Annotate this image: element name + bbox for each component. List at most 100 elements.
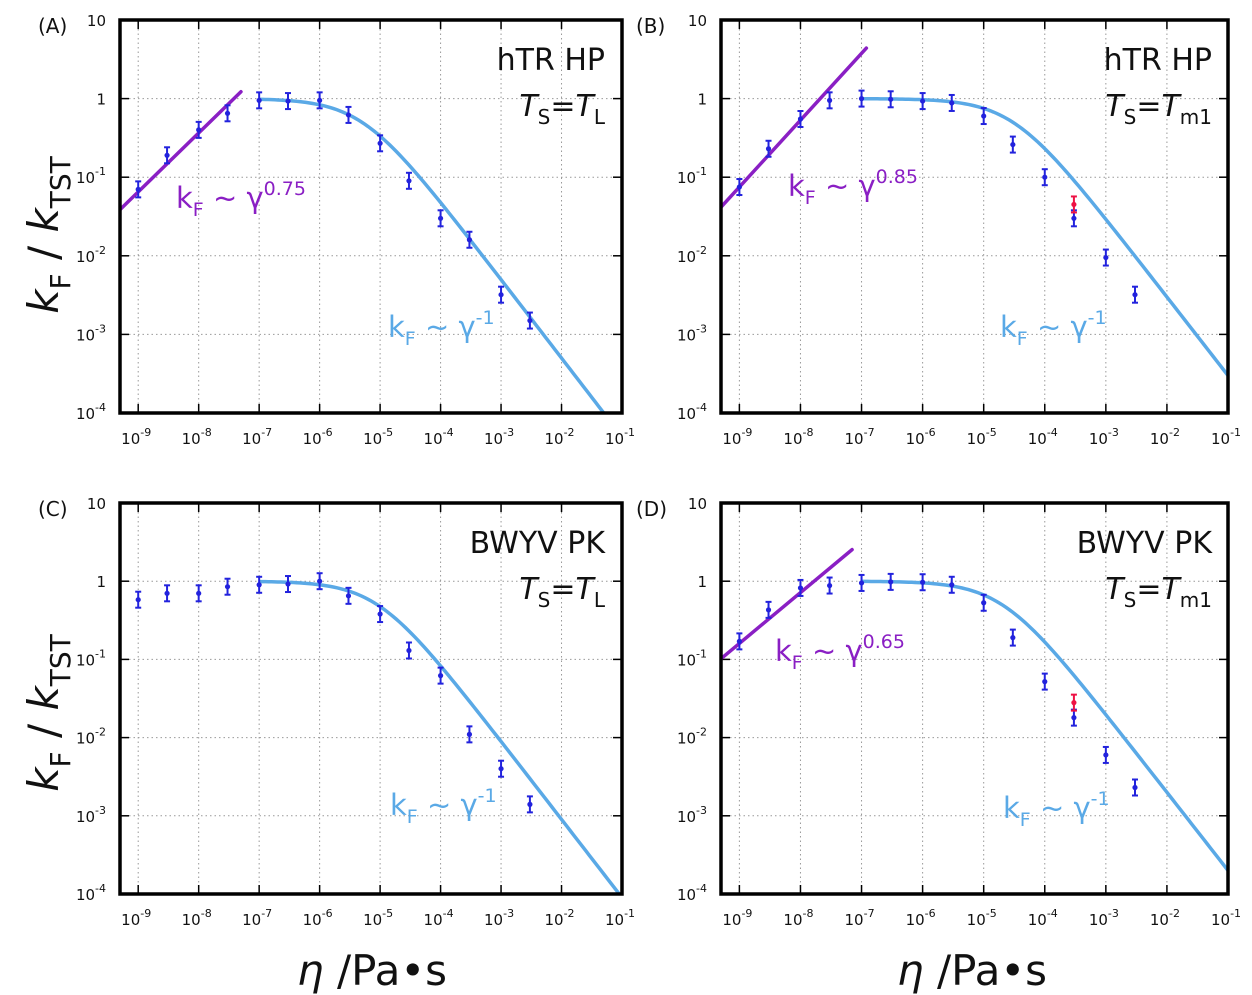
x-tick-label: 10-8 — [783, 426, 813, 448]
x-tick-label: 10-1 — [605, 907, 635, 929]
x-tick-label: 10-9 — [722, 426, 752, 448]
data-point — [316, 91, 323, 110]
kramers-fit-curve — [861, 579, 1228, 874]
marker — [406, 178, 412, 184]
plot-frame — [719, 501, 1230, 896]
data-point — [164, 146, 171, 165]
x-tick-labels: 10-9 10-8 10-7 10-6 10-5 10-4 10-3 10-2 10-1 — [121, 907, 635, 929]
data-points — [736, 572, 1138, 797]
annotation-low-viscosity: kF ~ γ0.75 — [176, 178, 306, 221]
y-tick-label: 10-1 — [677, 165, 707, 187]
marker — [949, 100, 955, 106]
data-point — [405, 641, 412, 660]
x-tick-label: 10-4 — [1028, 907, 1058, 929]
marker — [1132, 784, 1138, 791]
marker — [797, 116, 804, 122]
data-point — [887, 90, 894, 109]
y-tick-label: 10-3 — [76, 804, 106, 826]
data-point — [980, 593, 987, 612]
x-tick-label: 10-7 — [845, 426, 875, 448]
data-point — [377, 605, 384, 624]
x-tick-label: 10-3 — [484, 907, 514, 929]
marker — [888, 579, 894, 585]
marker — [827, 97, 833, 103]
data-point — [826, 91, 833, 110]
data-point — [1041, 168, 1048, 187]
y-tick-label: 10 — [87, 495, 106, 513]
data-point — [526, 311, 533, 330]
marker — [1132, 292, 1138, 298]
data-point — [195, 584, 202, 603]
marker — [765, 607, 772, 613]
marker — [224, 110, 231, 116]
marker — [981, 113, 987, 119]
marker — [196, 127, 202, 133]
data-point — [195, 120, 202, 139]
grid — [721, 20, 1228, 413]
grid — [721, 503, 1228, 894]
marker — [135, 186, 141, 192]
panel-label: (B) — [636, 14, 665, 38]
y-tick-label: 10-3 — [76, 322, 106, 344]
panel-condition: TS=TL — [519, 89, 606, 129]
y-tick-labels: 10 1 10-1 10-2 10-3 10-4 — [76, 495, 106, 904]
annotation-low-viscosity: kF ~ γ0.85 — [788, 166, 918, 209]
data-point — [980, 107, 987, 126]
y-tick-label: 10-1 — [76, 165, 106, 187]
data-point — [498, 285, 505, 304]
power-law-fit-line — [721, 46, 869, 210]
data-point — [316, 572, 323, 591]
data-point — [1009, 628, 1016, 647]
y-tick-labels: 10 1 10-1 10-2 10-3 10-4 — [677, 495, 707, 904]
marker — [1071, 215, 1077, 221]
marker — [1103, 752, 1109, 758]
x-tick-labels: 10-9 10-8 10-7 10-6 10-5 10-4 10-3 10-2 10-1 — [722, 907, 1241, 929]
x-tick-label: 10-5 — [363, 907, 393, 929]
axis-ticks — [120, 502, 623, 895]
marker — [377, 611, 383, 617]
power-law-fit-line — [721, 547, 854, 662]
x-tick-label: 10-2 — [1150, 907, 1180, 929]
data-point — [135, 590, 142, 609]
marker — [1103, 254, 1109, 261]
x-tick-label: 10-5 — [967, 907, 997, 929]
x-tick-labels: 10-9 10-8 10-7 10-6 10-5 10-4 10-3 10-2 10-1 — [121, 426, 635, 448]
y-tick-label: 10-4 — [76, 882, 106, 904]
x-tick-label: 10-7 — [242, 907, 272, 929]
marker — [858, 96, 865, 102]
x-tick-label: 10-9 — [722, 907, 752, 929]
data-point — [919, 573, 926, 592]
y-tick-label: 10-3 — [677, 804, 707, 826]
y-tick-labels: 10 1 10-1 10-2 10-3 10-4 — [677, 12, 707, 423]
data-point — [256, 575, 263, 594]
x-tick-label: 10-8 — [182, 426, 212, 448]
marker — [1071, 715, 1077, 721]
kramers-fit-curve — [259, 97, 607, 413]
data-point — [466, 230, 473, 249]
marker — [920, 98, 926, 104]
marker — [437, 673, 444, 679]
panels: 10-9 10-8 10-7 10-6 10-5 10-4 10-3 10-2 10-1 1011… — [38, 12, 1241, 929]
data-point — [1009, 135, 1016, 154]
panel-d: 10-9 10-8 10-7 10-6 10-5 10-4 10-3 10-2 10-11011… — [636, 495, 1241, 929]
marker — [406, 647, 412, 654]
marker — [1042, 679, 1048, 685]
marker — [164, 590, 170, 596]
data-point — [135, 180, 142, 199]
marker — [736, 184, 742, 190]
marker — [527, 801, 533, 807]
data-point — [224, 577, 231, 596]
data-point — [345, 586, 352, 605]
data-point — [526, 795, 533, 814]
x-axis-label-right: η /Pa•s — [897, 946, 1047, 995]
data-point — [256, 91, 263, 110]
marker — [920, 579, 926, 585]
annotation-low-viscosity: kF ~ γ0.65 — [775, 631, 905, 674]
panel-c: 10-9 10-8 10-7 10-6 10-5 10-4 10-3 10-2 10-11011… — [38, 495, 635, 929]
grid — [120, 503, 622, 894]
x-tick-label: 10-5 — [363, 426, 393, 448]
data-point — [1102, 745, 1109, 764]
marker — [981, 600, 987, 606]
annotation-high-viscosity: kF ~ γ-1 — [390, 785, 497, 828]
